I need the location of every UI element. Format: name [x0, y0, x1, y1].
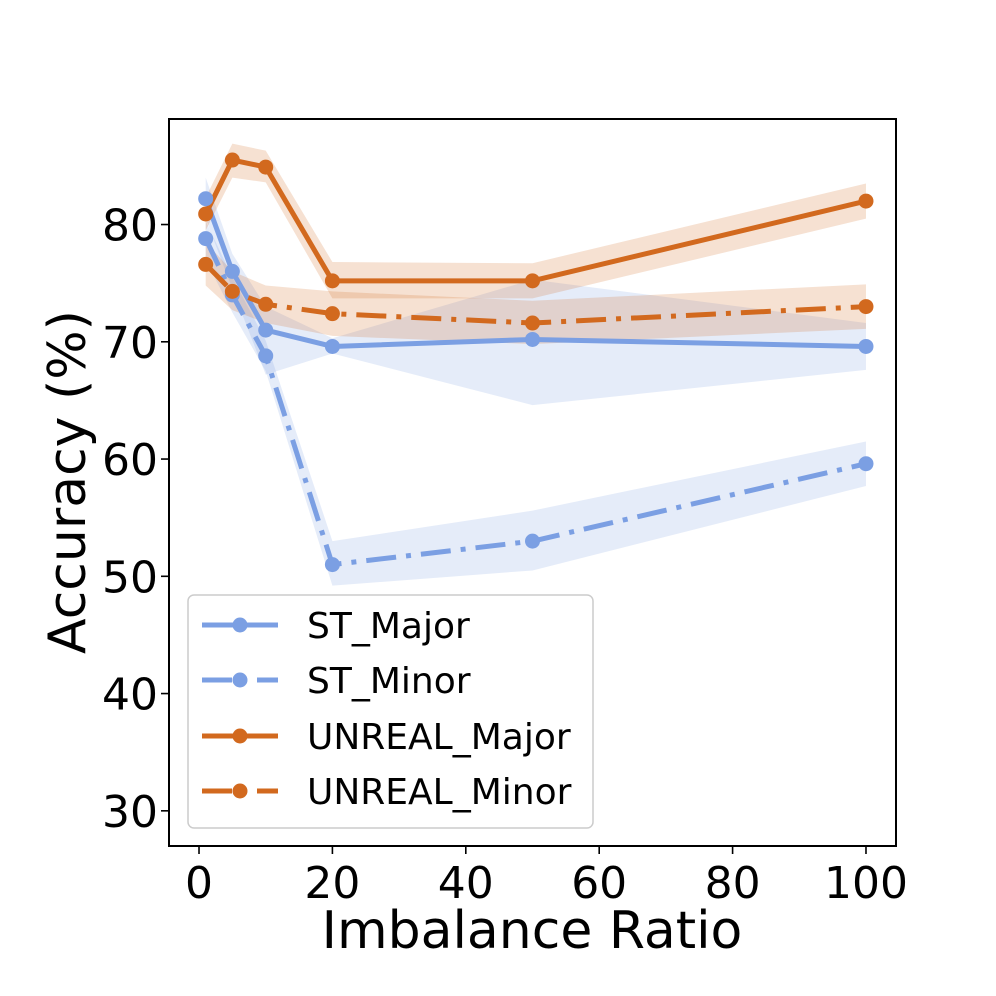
st-major-point — [858, 338, 874, 354]
unreal-minor-point — [258, 296, 274, 312]
unreal-minor-legend-marker — [232, 783, 248, 799]
unreal-major-point — [324, 273, 340, 289]
unreal-minor-point — [324, 306, 340, 322]
unreal-major-point — [525, 273, 540, 289]
x-tick-label: 40 — [438, 858, 494, 909]
unreal-minor-band — [205, 242, 866, 345]
y-tick-label: 40 — [102, 670, 158, 721]
st-minor-point — [858, 456, 874, 472]
unreal-minor-legend-label: UNREAL_Minor — [307, 772, 572, 813]
st-minor-point — [324, 557, 340, 573]
y-tick-label: 70 — [102, 318, 158, 369]
y-tick-label: 80 — [102, 201, 158, 252]
st-major-point — [198, 191, 214, 207]
plot-frame — [168, 118, 897, 847]
unreal-minor-point — [858, 299, 874, 315]
st-minor-point — [258, 348, 274, 364]
y-axis-label: Accuracy (%) — [38, 310, 98, 654]
st-major-line — [203, 197, 867, 349]
y-tick-label: 60 — [102, 435, 158, 486]
x-tick-label: 80 — [705, 858, 761, 909]
st-major-point — [324, 338, 340, 354]
series-lines — [203, 157, 867, 568]
x-tick-label: 0 — [185, 858, 213, 909]
st-minor-line — [203, 237, 867, 568]
st-minor-point — [198, 231, 214, 247]
x-tick-label: 60 — [571, 858, 627, 909]
x-tick-label: 100 — [824, 858, 908, 909]
unreal-major-legend-label: UNREAL_Major — [307, 717, 571, 758]
series-markers — [198, 152, 874, 573]
unreal-major-point — [858, 193, 874, 209]
st-major-point — [258, 322, 274, 338]
unreal-minor-point — [224, 283, 240, 299]
unreal-major-point — [224, 152, 240, 168]
unreal-minor-line — [203, 262, 867, 326]
unreal-major-point — [198, 206, 214, 222]
x-axis-label: Imbalance Ratio — [322, 901, 743, 961]
unreal-major-legend-marker — [232, 728, 248, 744]
st-minor-legend-marker — [232, 672, 248, 688]
unreal-minor-point — [525, 315, 540, 331]
x-tick-label: 20 — [304, 858, 360, 909]
y-tick-label: 50 — [102, 552, 158, 603]
y-axis-ticks: 30 40 50 60 70 80 — [102, 201, 169, 838]
legend-box — [187, 594, 594, 829]
st-minor-point — [525, 533, 540, 549]
legend: ST_Major ST_Minor UNREAL_Major UNREAL_Minor — [187, 594, 594, 829]
st-major-point — [224, 263, 240, 279]
st-major-legend-label: ST_Major — [307, 606, 470, 647]
unreal-major-point — [258, 159, 274, 175]
st-major-legend-marker — [232, 617, 248, 633]
x-axis-ticks: 0 20 40 60 80 100 — [185, 846, 908, 909]
st-minor-legend-label: ST_Minor — [307, 661, 471, 702]
st-major-band — [205, 177, 866, 406]
unreal-major-line — [203, 157, 867, 284]
st-major-point — [525, 331, 540, 347]
st-minor-band — [205, 221, 866, 586]
unreal-minor-point — [198, 256, 214, 272]
unreal-major-band — [205, 143, 866, 299]
confidence-bands — [205, 143, 866, 586]
y-tick-label: 30 — [102, 787, 158, 838]
